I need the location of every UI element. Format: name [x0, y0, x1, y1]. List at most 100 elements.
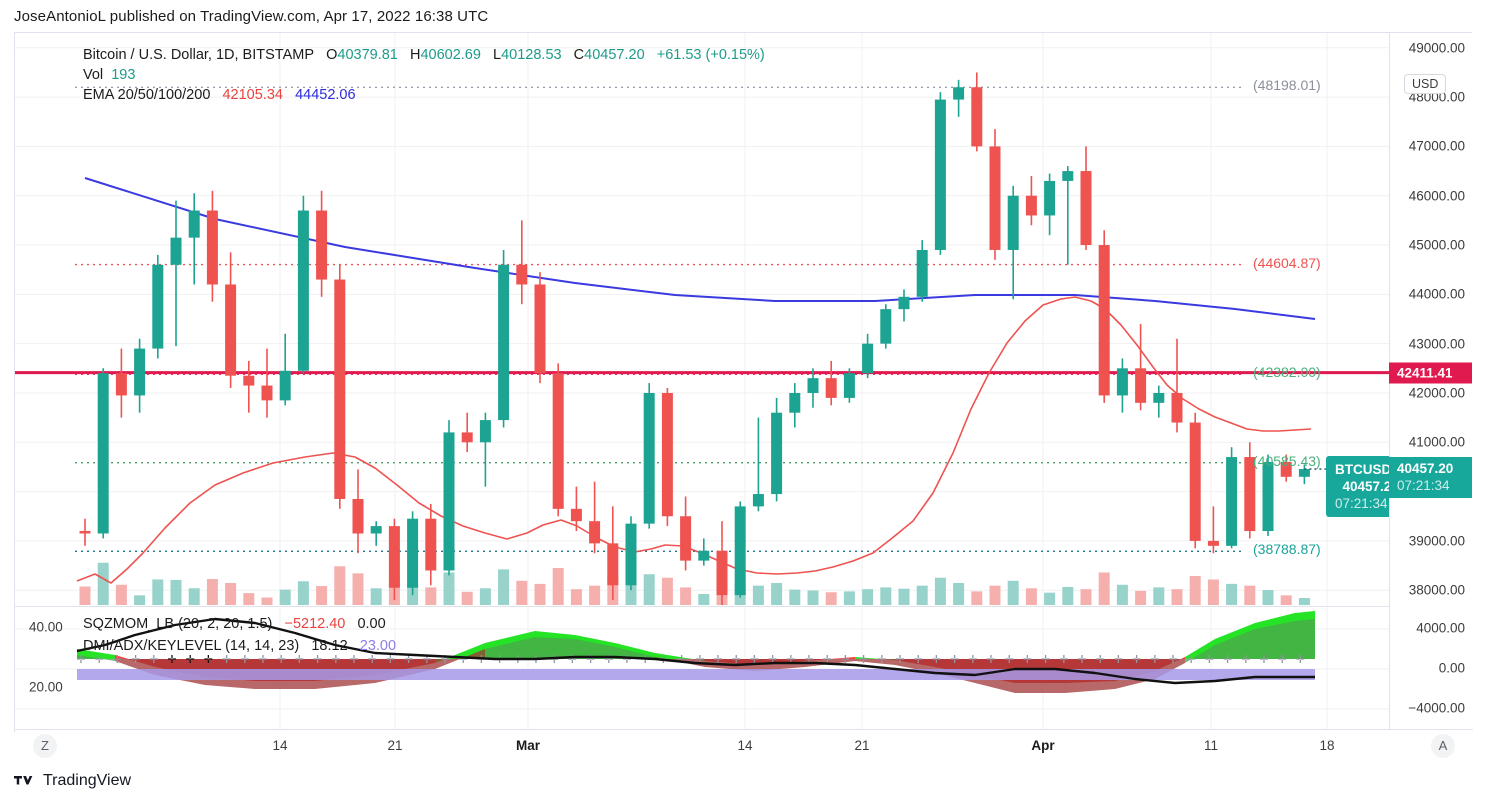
svg-text:✛: ✛	[786, 654, 795, 666]
svg-text:✛: ✛	[1150, 654, 1159, 666]
time-tick-21: 21	[387, 738, 403, 753]
svg-text:✛: ✛	[932, 654, 941, 666]
svg-text:✛: ✛	[1041, 654, 1050, 666]
indicator-right-tick: 4000.00	[1416, 620, 1465, 636]
time-tick-21: 21	[854, 738, 870, 753]
last-price-label: BTCUSD 40457.20 07:21:34	[1326, 456, 1389, 518]
price-tick-44000: 44000.00	[1408, 286, 1465, 302]
indicator-left-tick: 40.00	[29, 619, 63, 635]
svg-text:✛: ✛	[459, 654, 468, 666]
tradingview-footer: TradingView	[14, 772, 131, 790]
svg-text:✛: ✛	[622, 654, 631, 666]
currency-badge[interactable]: USD	[1404, 74, 1447, 94]
time-axis[interactable]: Z A 14 21 Mar 14 21 Apr 11 18	[15, 729, 1473, 761]
svg-text:✛: ✛	[568, 654, 577, 666]
svg-text:✛: ✛	[1023, 654, 1032, 666]
price-tick-46000: 46000.00	[1408, 188, 1465, 204]
price-annotation: (38788.87)	[1253, 541, 1321, 558]
svg-text:✛: ✛	[222, 654, 231, 666]
svg-text:✛: ✛	[550, 654, 559, 666]
svg-text:✛: ✛	[713, 654, 722, 666]
svg-text:✛: ✛	[804, 654, 813, 666]
svg-text:✛: ✛	[331, 654, 340, 666]
svg-text:✛: ✛	[204, 654, 213, 666]
publisher-line: JoseAntonioL published on TradingView.co…	[14, 8, 489, 25]
price-pane[interactable]: Bitcoin / U.S. Dollar, 1D, BITSTAMP O403…	[15, 33, 1389, 605]
svg-text:✛: ✛	[186, 654, 195, 666]
svg-text:✛: ✛	[1223, 654, 1232, 666]
time-tick-14: 14	[737, 738, 753, 753]
svg-text:✛: ✛	[823, 654, 832, 666]
price-tick-49000: 49000.00	[1408, 40, 1465, 56]
price-tick-47000: 47000.00	[1408, 138, 1465, 154]
svg-text:✛: ✛	[877, 654, 886, 666]
auto-scale-button[interactable]: A	[1431, 734, 1455, 758]
svg-text:✛: ✛	[1077, 654, 1086, 666]
price-annotation: (44604.87)	[1253, 254, 1321, 271]
svg-text:✛: ✛	[386, 654, 395, 666]
price-tick-45000: 45000.00	[1408, 237, 1465, 253]
price-tick-39000: 39000.00	[1408, 533, 1465, 549]
svg-text:✛: ✛	[368, 654, 377, 666]
svg-text:✛: ✛	[1096, 654, 1105, 666]
svg-text:✛: ✛	[750, 654, 759, 666]
svg-text:✛: ✛	[131, 654, 140, 666]
svg-text:✛: ✛	[422, 654, 431, 666]
svg-text:✛: ✛	[1168, 654, 1177, 666]
chart-frame: Bitcoin / U.S. Dollar, 1D, BITSTAMP O403…	[14, 32, 1473, 761]
time-tick-18: 18	[1319, 738, 1335, 753]
last-price-axis-tag: 40457.20 07:21:34	[1389, 457, 1472, 499]
svg-text:✛: ✛	[677, 654, 686, 666]
axis-last-price: 40457.20	[1397, 461, 1454, 477]
svg-text:✛: ✛	[76, 654, 85, 666]
price-tick-38000: 38000.00	[1408, 582, 1465, 598]
pivot-price-tag: 42411.41	[1389, 362, 1472, 384]
svg-text:✛: ✛	[968, 654, 977, 666]
svg-text:✛: ✛	[440, 654, 449, 666]
price-annotation: (40585.43)	[1253, 452, 1321, 469]
svg-text:✛: ✛	[986, 654, 995, 666]
svg-text:✛: ✛	[149, 654, 158, 666]
indicator-pane[interactable]: ✛ ✛ ✛ ✛ ✛ ✛ ✛ ✛ ✛ ✛ ✛ ✛ ✛ ✛ ✛ ✛ ✛ ✛ ✛ ✛ ✛ ✛ ✛ ✛ ✛ ✛ ✛ ✛ ✛ ✛ ✛ ✛ ✛ ✛ ✛ ✛ ✛ ✛ ✛ ✛…	[15, 606, 1389, 730]
axis-countdown: 07:21:34	[1397, 478, 1450, 494]
svg-text:✛: ✛	[1296, 654, 1305, 666]
price-tick-41000: 41000.00	[1408, 434, 1465, 450]
svg-text:✛: ✛	[895, 654, 904, 666]
price-axis[interactable]: 49000.00 48000.00 47000.00 46000.00 45000.00…	[1389, 33, 1472, 729]
indicator-right-tick: −4000.00	[1408, 700, 1465, 716]
svg-text:✛: ✛	[914, 654, 923, 666]
svg-text:✛: ✛	[641, 654, 650, 666]
tradingview-logo-icon	[14, 775, 33, 785]
svg-text:✛: ✛	[1241, 654, 1250, 666]
price-chart-svg	[15, 33, 1389, 605]
svg-text:✛: ✛	[349, 654, 358, 666]
svg-text:✛: ✛	[258, 654, 267, 666]
tradingview-wordmark: TradingView	[43, 772, 132, 789]
svg-text:✛: ✛	[295, 654, 304, 666]
svg-text:✛: ✛	[604, 654, 613, 666]
svg-text:✛: ✛	[477, 654, 486, 666]
svg-text:✛: ✛	[859, 654, 868, 666]
svg-text:✛: ✛	[404, 654, 413, 666]
svg-text:✛: ✛	[95, 654, 104, 666]
svg-text:✛: ✛	[950, 654, 959, 666]
timezone-button[interactable]: Z	[33, 734, 57, 758]
svg-text:✛: ✛	[1278, 654, 1287, 666]
svg-text:✛: ✛	[1114, 654, 1123, 666]
svg-text:✛: ✛	[1005, 654, 1014, 666]
svg-text:✛: ✛	[768, 654, 777, 666]
price-tick-42000: 42000.00	[1408, 385, 1465, 401]
svg-text:✛: ✛	[695, 654, 704, 666]
svg-text:✛: ✛	[841, 654, 850, 666]
svg-text:✛: ✛	[313, 654, 322, 666]
last-price-symbol: BTCUSD	[1335, 462, 1389, 478]
svg-text:✛: ✛	[277, 654, 286, 666]
price-annotation: (48198.01)	[1253, 77, 1321, 94]
svg-text:✛: ✛	[1259, 654, 1268, 666]
svg-text:✛: ✛	[1059, 654, 1068, 666]
svg-text:✛: ✛	[167, 654, 176, 666]
svg-text:✛: ✛	[732, 654, 741, 666]
svg-text:✛: ✛	[586, 654, 595, 666]
last-price-countdown: 07:21:34	[1335, 496, 1388, 512]
